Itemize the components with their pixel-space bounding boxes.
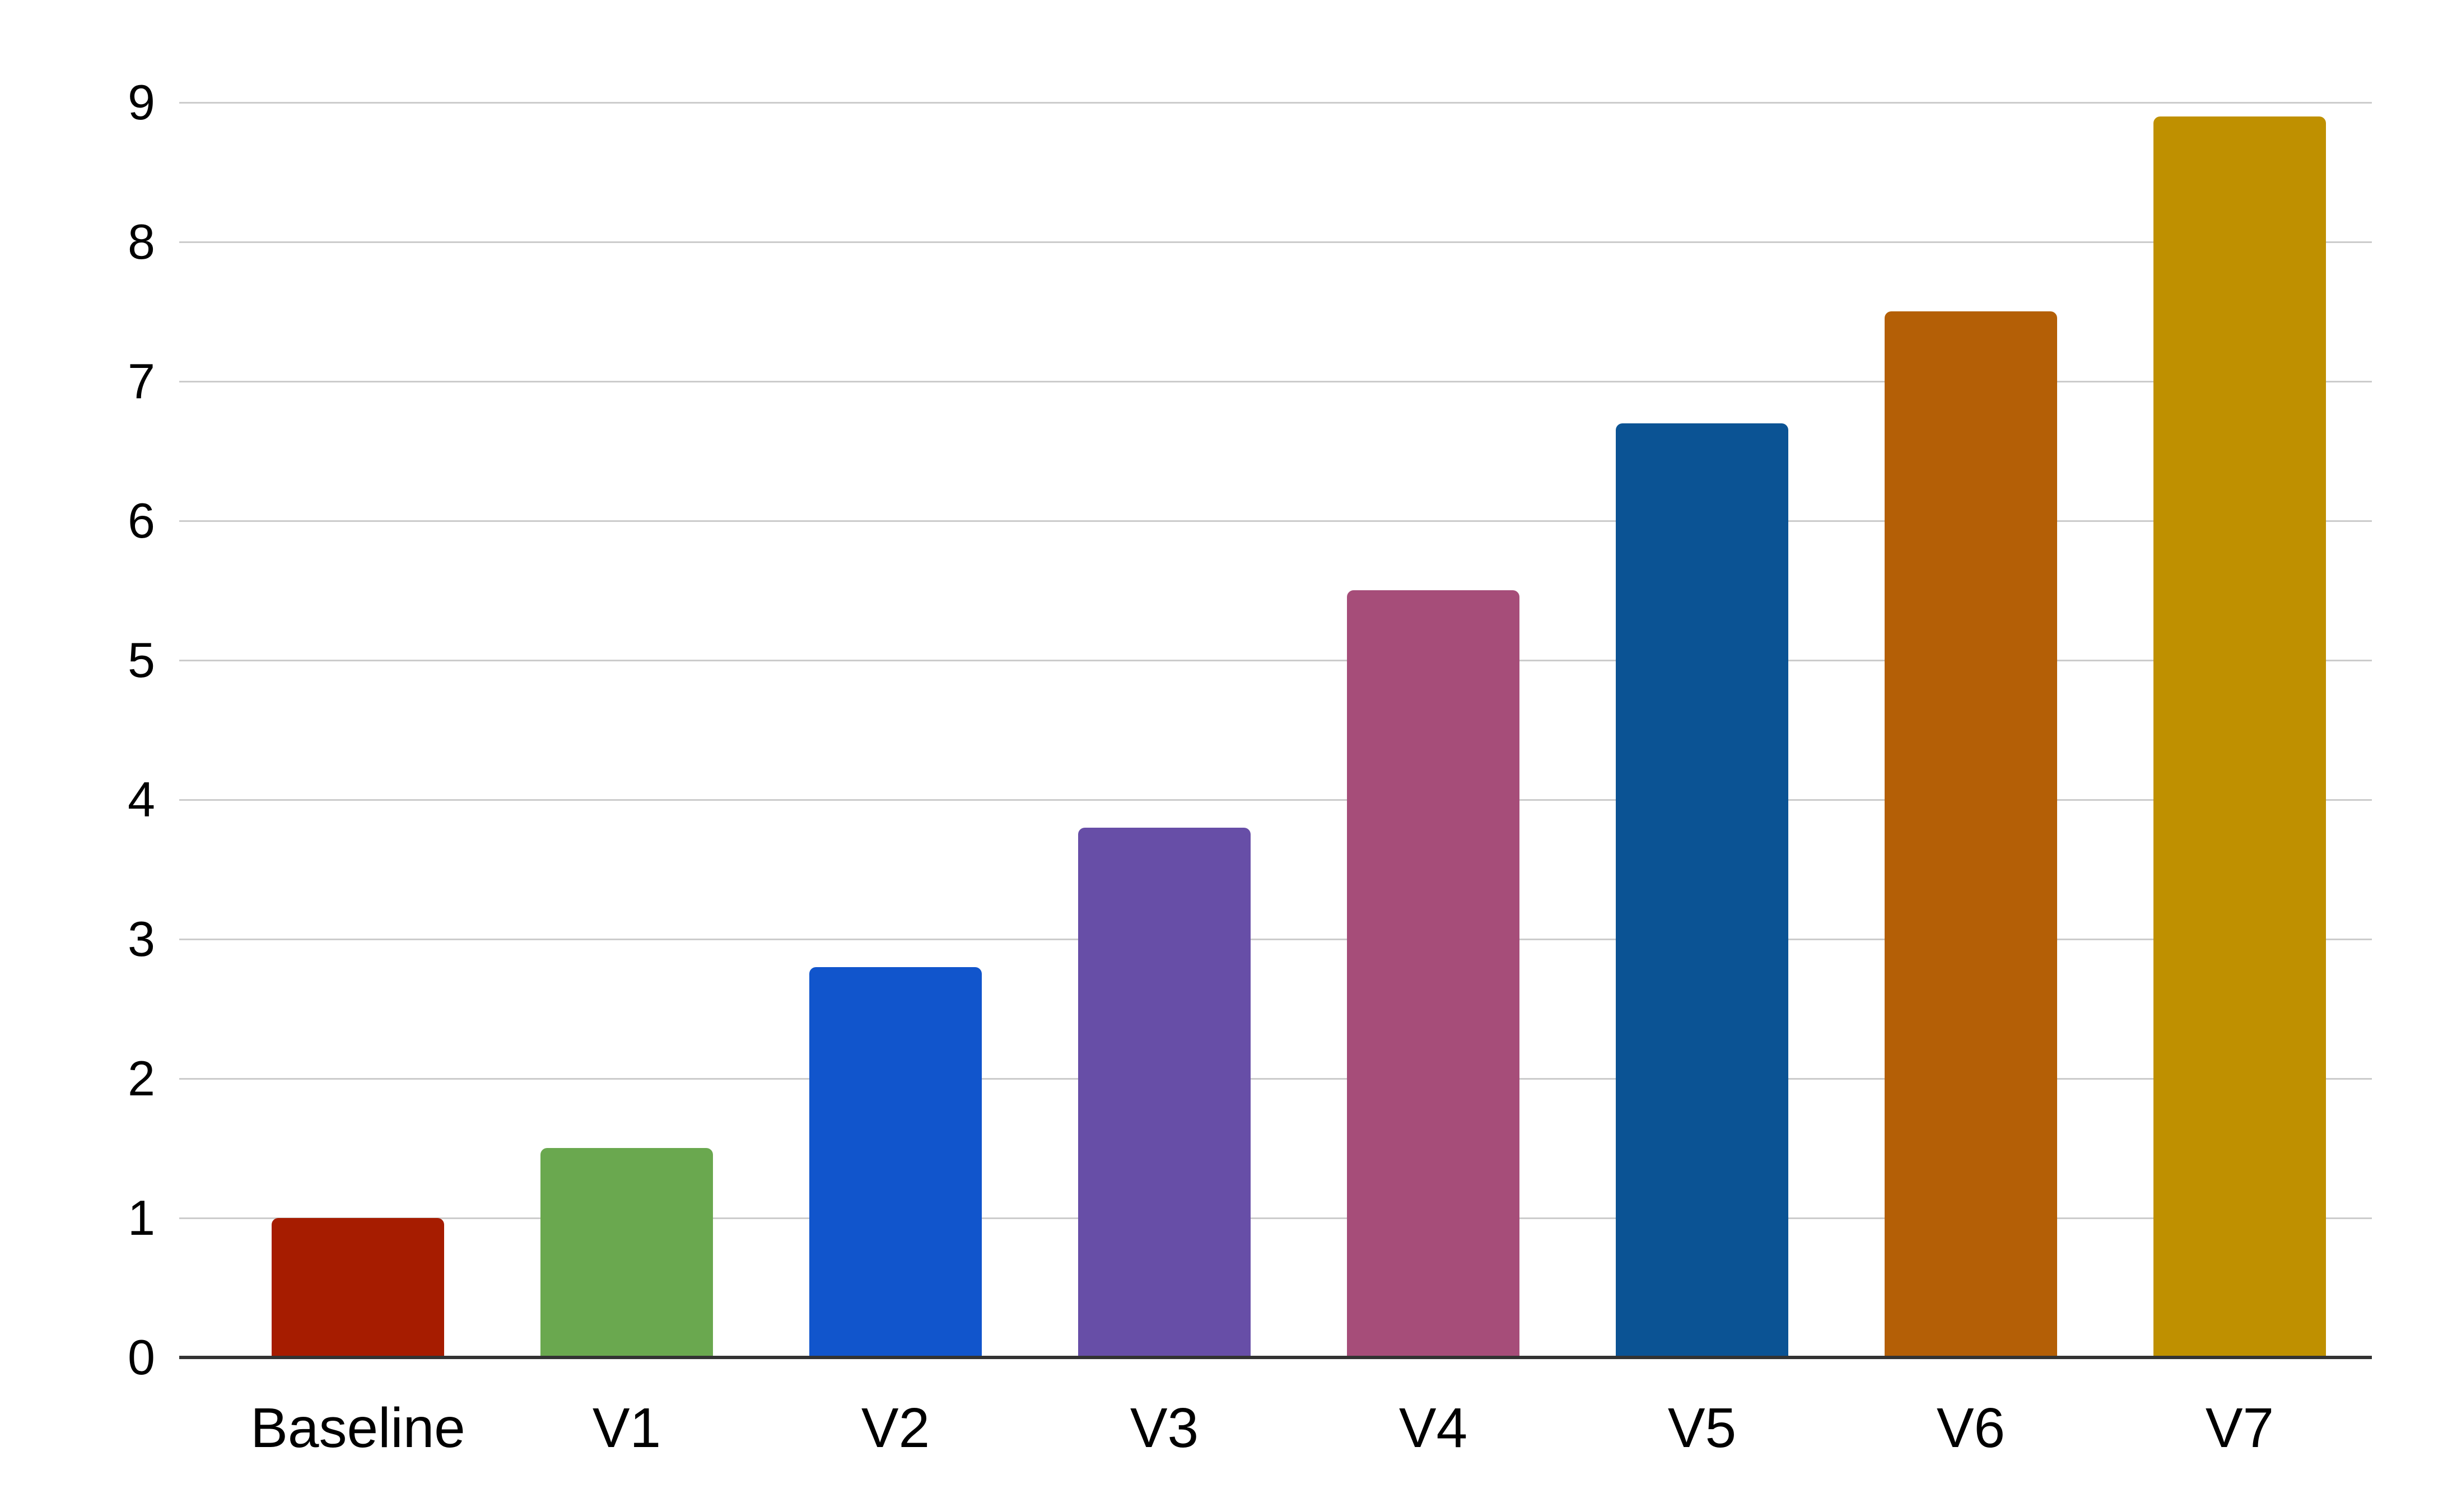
x-category-label-v2: V2: [861, 1397, 930, 1459]
gridline-y-8: [179, 241, 2372, 243]
gridline-y-6: [179, 520, 2372, 522]
x-category-label-v3: V3: [1130, 1397, 1199, 1459]
gridline-y-1: [179, 1217, 2372, 1219]
x-category-label-v1: V1: [592, 1397, 661, 1459]
x-category-label-baseline: Baseline: [250, 1397, 465, 1459]
gridline-y-9: [179, 102, 2372, 104]
x-category-label-v5: V5: [1667, 1397, 1737, 1459]
x-category-label-v7: V7: [2205, 1397, 2274, 1459]
gridline-y-4: [179, 799, 2372, 801]
x-category-label-v6: V6: [1936, 1397, 2006, 1459]
x-axis-line: [179, 1356, 2372, 1359]
bar-v2: [809, 967, 982, 1357]
y-tick-label-2: 2: [128, 1051, 155, 1106]
bar-v1: [540, 1148, 713, 1357]
bar-baseline: [272, 1218, 444, 1357]
bar-v6: [1885, 311, 2057, 1357]
y-tick-label-0: 0: [128, 1329, 155, 1385]
bar-v7: [2153, 116, 2326, 1357]
y-tick-label-7: 7: [128, 353, 155, 409]
gridline-y-2: [179, 1078, 2372, 1080]
gridline-y-5: [179, 660, 2372, 661]
y-tick-label-5: 5: [128, 632, 155, 688]
bar-v3: [1078, 828, 1251, 1357]
y-tick-label-9: 9: [128, 74, 155, 130]
y-tick-label-4: 4: [128, 772, 155, 827]
bar-v5: [1616, 423, 1788, 1357]
bar-v4: [1347, 590, 1519, 1357]
gridline-y-3: [179, 939, 2372, 940]
y-tick-label-1: 1: [128, 1190, 155, 1245]
y-tick-label-8: 8: [128, 214, 155, 269]
gridline-y-7: [179, 381, 2372, 382]
y-tick-label-6: 6: [128, 493, 155, 548]
x-category-label-v4: V4: [1398, 1397, 1468, 1459]
y-tick-label-3: 3: [128, 911, 155, 967]
